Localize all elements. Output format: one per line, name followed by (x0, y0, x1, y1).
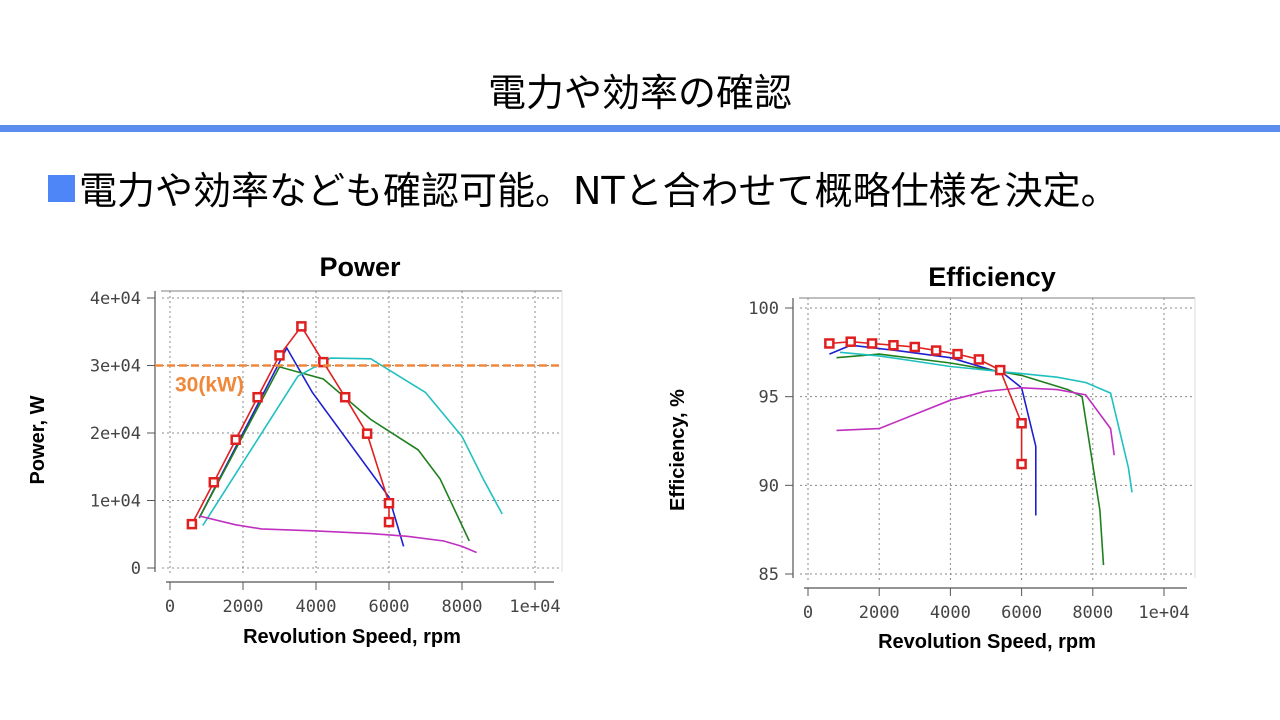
power-x-axis-label: Revolution Speed, rpm (243, 626, 461, 648)
power-x-tick-label: 6000 (369, 597, 410, 617)
efficiency-series-0-point (824, 338, 835, 349)
bullet-square-icon (48, 175, 75, 202)
power-series-0-point (383, 497, 395, 509)
power-y-tick-label: 2e+04 (90, 424, 141, 444)
efficiency-x-tick-label: 4000 (930, 603, 971, 623)
efficiency-y-tick-label: 100 (748, 299, 779, 319)
efficiency-series-0-point (1016, 458, 1027, 470)
slide-title: 電力や効率の確認 (487, 71, 792, 115)
bullet-point: 電力や効率なども確認可能。NTと合わせて概略仕様を決定。 (48, 160, 1119, 215)
power-y-tick-label: 0 (131, 559, 141, 579)
power-y-tick-label: 4e+04 (90, 289, 141, 309)
efficiency-series-0-point (973, 354, 985, 365)
power-x-tick-label: 1e+04 (509, 597, 560, 617)
power-chart-title: Power (319, 252, 401, 282)
efficiency-y-tick-label: 90 (759, 476, 779, 496)
power-series-3-line (202, 357, 503, 526)
efficiency-x-axis-label: Revolution Speed, rpm (878, 631, 1096, 653)
efficiency-x-tick-label: 1e+04 (1138, 603, 1189, 623)
power-series-0-point (383, 516, 395, 528)
power-x-tick-label: 2000 (223, 597, 264, 617)
efficiency-series-0-point (845, 336, 856, 347)
power-series-0-point (339, 391, 351, 403)
power-series-2-line (198, 365, 471, 542)
efficiency-series-0-point (952, 348, 963, 360)
efficiency-series-0-point (994, 364, 1006, 376)
power-series-0-line (191, 324, 390, 525)
power-y-axis-label: Power, W (27, 395, 49, 484)
power-series-0-point (208, 477, 220, 488)
efficiency-series-0-point (1016, 418, 1027, 429)
power-threshold-label: 30(kW) (175, 374, 244, 397)
power-x-tick-label: 4000 (296, 597, 337, 617)
efficiency-x-tick-label: 2000 (859, 603, 900, 623)
power-x-tick-label: 0 (165, 597, 175, 617)
efficiency-series-3-line (839, 351, 1133, 493)
title-accent-bar (0, 125, 1280, 132)
efficiency-series-2-line (836, 353, 1105, 566)
efficiency-series-1-line (829, 344, 1037, 516)
efficiency-chart-title: Efficiency (928, 262, 1056, 292)
power-y-tick-label: 1e+04 (90, 492, 141, 512)
efficiency-y-tick-label: 95 (759, 388, 779, 408)
power-series-0-point (252, 391, 263, 403)
power-series-0-point (230, 434, 241, 445)
power-series-0-point (361, 428, 373, 439)
efficiency-y-axis-label: Efficiency, % (667, 389, 689, 511)
power-series-1-line (198, 346, 405, 547)
efficiency-x-tick-label: 0 (803, 603, 813, 623)
power-x-tick-label: 8000 (442, 597, 483, 617)
efficiency-series-0-point (866, 338, 878, 349)
power-series-0-point (186, 518, 198, 530)
efficiency-series-0-point (909, 341, 921, 353)
power-series-4-line (199, 515, 477, 554)
power-series-0-point (296, 321, 307, 332)
power-series-0-point (274, 350, 285, 361)
efficiency-x-tick-label: 8000 (1072, 603, 1113, 623)
efficiency-x-tick-label: 6000 (1001, 603, 1042, 623)
power-y-tick-label: 3e+04 (90, 357, 141, 377)
bullet-text: 電力や効率なども確認可能。NTと合わせて概略仕様を決定。 (79, 169, 1119, 213)
efficiency-y-tick-label: 85 (759, 565, 779, 585)
efficiency-series-4-line (836, 386, 1115, 456)
efficiency-series-0-point (888, 339, 899, 351)
efficiency-series-0-point (930, 345, 942, 356)
